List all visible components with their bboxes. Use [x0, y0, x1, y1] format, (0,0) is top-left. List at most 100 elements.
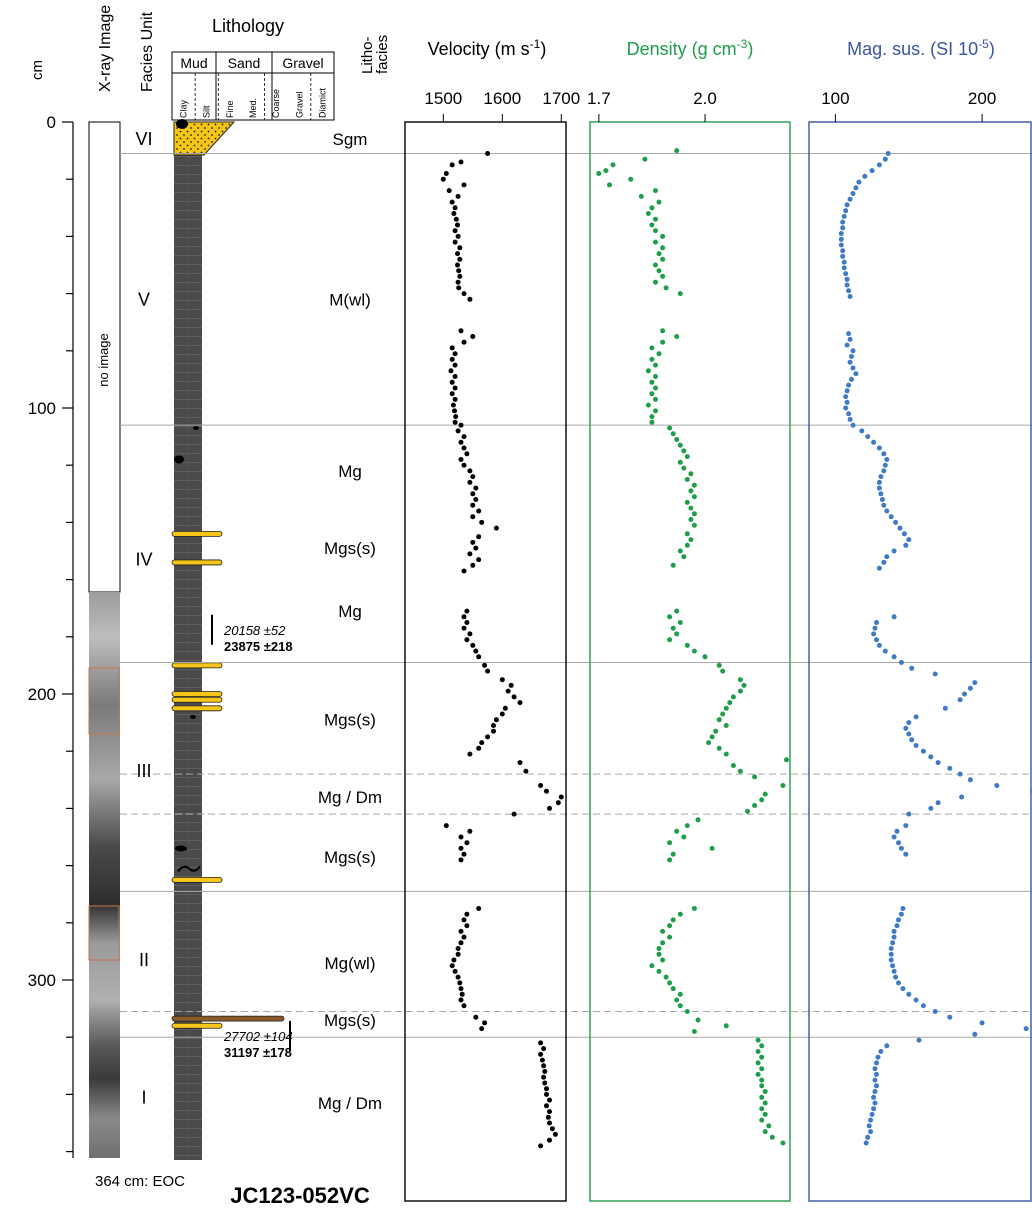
data-point — [684, 499, 690, 505]
core-id: JC123-052VC — [230, 1183, 370, 1208]
data-point — [491, 723, 496, 728]
data-point — [452, 228, 458, 234]
data-point — [903, 725, 909, 731]
data-point — [893, 974, 899, 980]
data-point — [538, 1051, 544, 1057]
data-point — [482, 1020, 488, 1026]
data-point — [979, 1020, 985, 1026]
data-point — [674, 148, 680, 154]
data-point — [723, 751, 729, 757]
data-point — [841, 265, 847, 271]
data-point — [677, 620, 683, 625]
data-point — [667, 857, 673, 863]
unit-boundaries — [120, 152, 1032, 1038]
data-point — [449, 391, 455, 397]
data-point — [709, 845, 715, 851]
data-point — [653, 385, 658, 391]
x-tick-label: 1.7 — [587, 89, 611, 108]
data-point — [493, 717, 499, 723]
data-point — [670, 562, 676, 568]
data-point — [555, 800, 561, 806]
data-point — [467, 296, 473, 302]
data-point — [461, 434, 467, 440]
data-point — [871, 1094, 877, 1100]
data-point — [677, 459, 683, 465]
data-point — [452, 351, 458, 357]
data-point — [745, 808, 750, 814]
data-point — [649, 205, 655, 211]
data-point — [891, 614, 897, 620]
data-point — [691, 906, 697, 911]
eoc-note: 364 cm: EOC — [95, 1173, 185, 1190]
data-point — [642, 156, 648, 162]
data-point — [538, 1040, 544, 1046]
data-point — [451, 211, 457, 216]
data-point — [727, 700, 733, 706]
data-point — [491, 728, 496, 734]
panel-0: Velocity (m s-1) 1500 1600 1700 — [404, 37, 580, 1202]
data-point — [473, 485, 479, 491]
data-point — [467, 751, 473, 757]
data-point — [544, 788, 549, 794]
data-point — [888, 951, 894, 957]
grain-class-label: Clay — [179, 99, 189, 118]
data-point — [674, 437, 680, 442]
data-point — [849, 376, 854, 382]
data-point — [449, 199, 455, 205]
data-point — [470, 474, 476, 480]
data-point — [784, 757, 789, 763]
data-point — [856, 179, 862, 185]
data-point — [890, 940, 896, 946]
data-point — [645, 402, 651, 408]
data-point — [656, 199, 662, 205]
data-point — [523, 768, 529, 774]
data-point — [450, 402, 456, 408]
data-point — [844, 342, 850, 348]
data-point — [684, 642, 690, 648]
data-point — [440, 176, 446, 182]
data-point — [850, 365, 856, 371]
data-point — [677, 291, 683, 297]
data-point — [846, 411, 852, 417]
data-point — [847, 359, 853, 365]
facies-unit-label: IV — [135, 550, 152, 570]
gravel-clast — [175, 845, 187, 852]
xray-highlight-box — [88, 667, 120, 735]
data-point — [455, 251, 460, 257]
data-point — [762, 1100, 768, 1106]
data-point — [660, 339, 666, 345]
data-point — [752, 774, 758, 780]
data-point — [865, 1134, 871, 1140]
data-point — [649, 356, 655, 362]
data-point — [844, 282, 850, 288]
data-point — [452, 385, 458, 391]
grain-class-label: Coarse — [271, 89, 281, 118]
data-point — [461, 568, 467, 574]
data-point — [932, 1009, 938, 1014]
data-point — [840, 253, 846, 259]
data-point — [843, 208, 849, 214]
data-point — [663, 974, 669, 980]
data-point — [847, 294, 853, 299]
data-point — [552, 1131, 558, 1137]
no-image-label: no image — [96, 333, 111, 386]
data-point — [713, 728, 719, 734]
data-point — [967, 685, 973, 691]
data-point — [688, 537, 694, 543]
data-point — [994, 783, 1000, 788]
age-calibrated: 23875 ±218 — [224, 639, 293, 654]
data-point — [470, 562, 476, 568]
data-point — [470, 514, 476, 520]
data-point — [881, 502, 887, 508]
data-point — [467, 551, 473, 557]
gravel-layer — [171, 1015, 285, 1022]
facies-unit-label: III — [136, 761, 151, 781]
gravel-clast — [174, 455, 184, 464]
data-point — [684, 454, 690, 460]
lithofacies-header-line1: Litho- — [359, 36, 376, 74]
data-point — [458, 422, 464, 428]
data-point — [467, 468, 473, 474]
data-point — [723, 1023, 729, 1029]
data-point — [485, 668, 491, 674]
data-point — [916, 1037, 922, 1043]
